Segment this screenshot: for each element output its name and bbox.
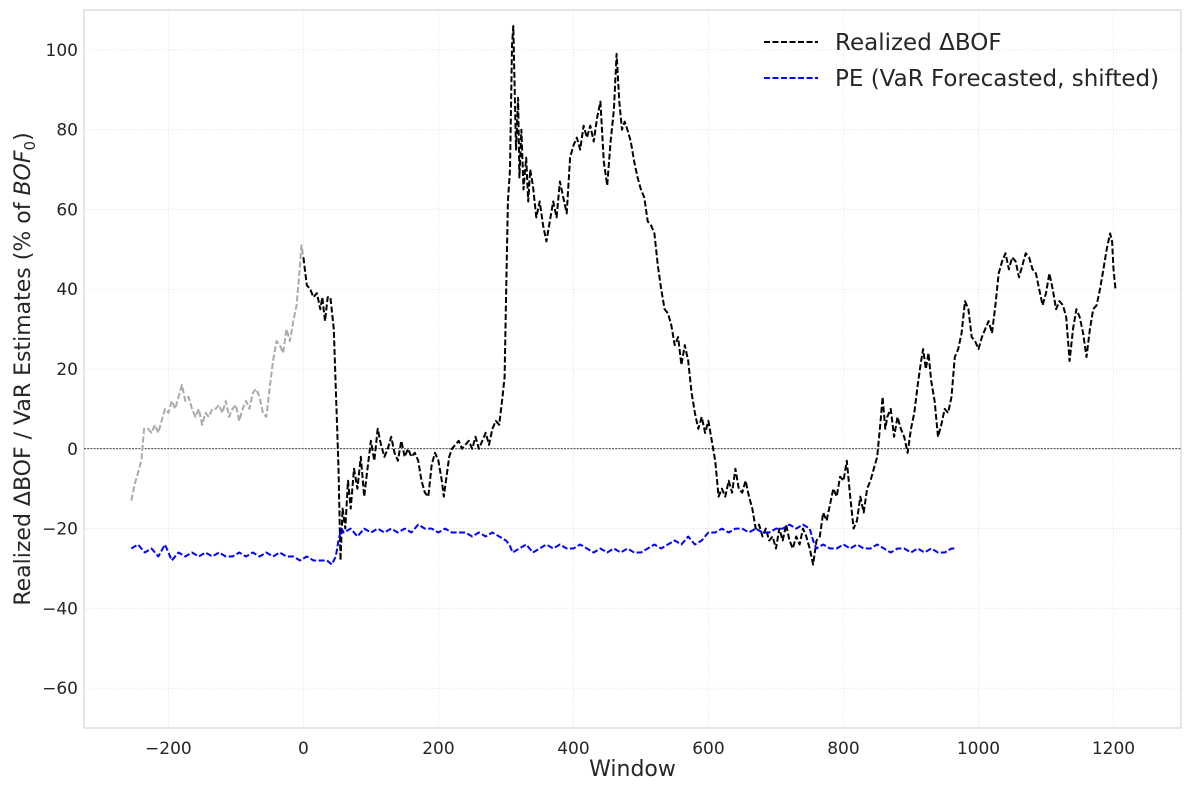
series-line-pe: [130, 523, 955, 566]
y-tick-label: 20: [56, 360, 78, 380]
y-tick-label: 0: [67, 440, 78, 460]
x-tick-label: −200: [145, 739, 192, 759]
y-tick-labels: −60 −40 −20 0 20 40 60 80 100: [42, 41, 78, 699]
y-tick-label: 60: [56, 200, 78, 220]
y-axis-title-subscript: 0: [21, 141, 39, 151]
x-tick-label: 1200: [1092, 739, 1135, 759]
x-tick-labels: −200 0 200 400 600 800 1000 1200: [145, 739, 1135, 759]
plot-frame: [83, 9, 1182, 729]
grid: [84, 10, 1181, 728]
series-line-history: [130, 244, 305, 501]
y-tick-label: 80: [56, 121, 78, 141]
series-group: [130, 25, 1117, 566]
x-tick-label: 800: [827, 739, 859, 759]
legend: Realized ΔBOF PE (VaR Forecasted, shifted…: [764, 30, 1159, 92]
y-tick-label: −40: [42, 599, 78, 619]
x-axis-title: Window: [589, 757, 676, 782]
y-axis-title: Realized ΔBOF / VaR Estimates (% of BOF0…: [11, 132, 39, 605]
x-tick-label: 0: [298, 739, 309, 759]
y-axis-title-main: Realized ΔBOF / VaR Estimates (% of: [11, 196, 36, 606]
y-axis-title-math: BOF: [11, 150, 36, 195]
x-tick-label: 200: [422, 739, 454, 759]
legend-label-realized: Realized ΔBOF: [835, 30, 1002, 56]
y-tick-label: 100: [46, 41, 78, 61]
series-line-realized: [302, 25, 1117, 566]
x-tick-label: 600: [692, 739, 724, 759]
legend-label-pe: PE (VaR Forecasted, shifted): [835, 66, 1159, 92]
x-tick-label: 1000: [957, 739, 1000, 759]
x-tick-label: 400: [557, 739, 589, 759]
y-tick-label: −20: [42, 520, 78, 540]
y-axis-title-close: ): [11, 132, 36, 141]
y-tick-label: 40: [56, 280, 78, 300]
y-tick-label: −60: [42, 679, 78, 699]
